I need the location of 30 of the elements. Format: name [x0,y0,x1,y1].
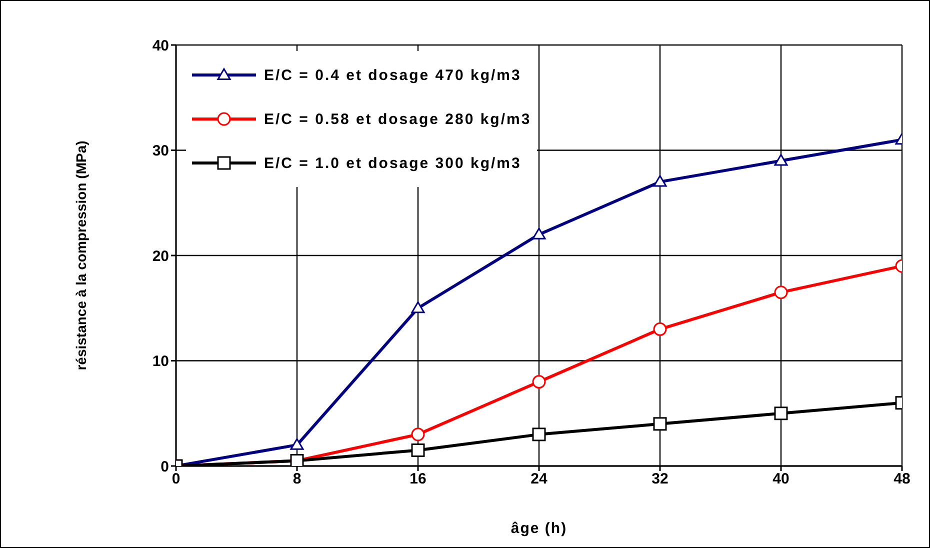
x-tick-label: 40 [772,470,790,488]
point [774,406,788,420]
y-tick-label: 40 [152,37,169,54]
x-tick-label: 8 [292,470,302,488]
legend-label: E/C = 0.58 et dosage 280 kg/m3 [264,110,532,128]
legend-label: E/C = 0.4 et dosage 470 kg/m3 [264,66,522,84]
point [774,154,788,166]
point [653,175,667,187]
x-tick-label: 48 [894,470,910,488]
y-tick-label: 20 [152,248,169,265]
point [532,428,546,442]
point [653,322,667,336]
y-tick-label: 10 [152,353,169,370]
x-axis-title: âge (h) [510,520,568,537]
point [290,438,304,450]
x-tick-label: 16 [410,470,426,488]
y-tick-label: 30 [152,142,169,160]
point [532,375,546,389]
x-tick-label: 24 [530,470,548,488]
legend-label: E/C = 1.0 et dosage 300 kg/m3 [264,154,522,172]
point [411,428,425,442]
point [411,301,425,314]
point [774,286,788,300]
y-axis-title: résistance à la compression (MPa) [72,140,89,370]
point [653,417,667,431]
y-tick-label: 0 [160,458,169,476]
x-tick-label: 0 [172,470,180,488]
point [532,228,546,240]
point [411,443,425,457]
x-tick-label: 32 [652,470,668,488]
